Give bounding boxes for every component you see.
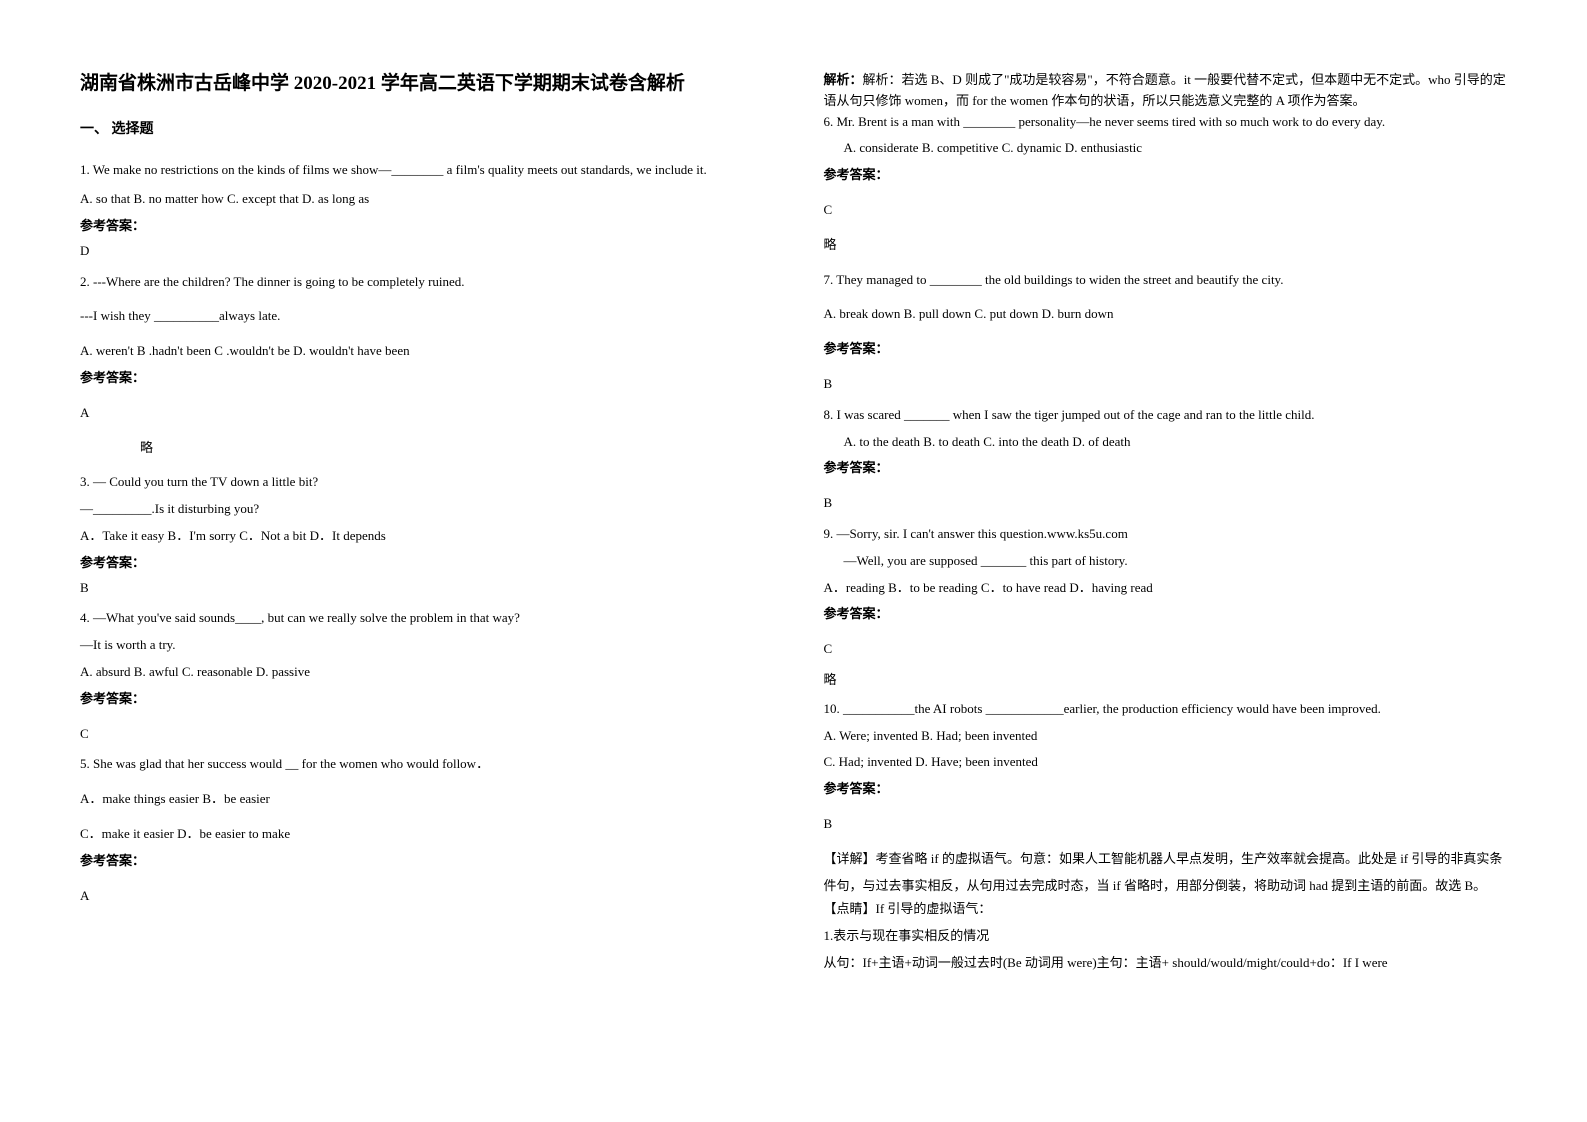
question-options: A. absurd B. awful C. reasonable D. pass… bbox=[80, 662, 764, 683]
detail-text: 【详解】考查省略 if 的虚拟语气。句意：如果人工智能机器人早点发明，生产效率就… bbox=[824, 845, 1508, 900]
question-10: 10. ___________the AI robots ___________… bbox=[824, 699, 1508, 974]
question-text: 1. We make no restrictions on the kinds … bbox=[80, 156, 764, 183]
question-options: A. Were; invented B. Had; been invented bbox=[824, 726, 1508, 747]
answer-label: 参考答案： bbox=[80, 689, 764, 710]
question-options: A. weren't B .hadn't been C .wouldn't be… bbox=[80, 341, 764, 362]
question-options: A. break down B. pull down C. put down D… bbox=[824, 304, 1508, 325]
question-7: 7. They managed to ________ the old buil… bbox=[824, 270, 1508, 395]
detail-text: 从句：If+主语+动词一般过去时(Be 动词用 were)主句：主语+ shou… bbox=[824, 953, 1508, 974]
detail-text: 【点睛】If 引导的虚拟语气： bbox=[824, 899, 1508, 920]
answer-value: B bbox=[80, 578, 764, 599]
answer-value: A bbox=[80, 886, 764, 907]
answer-value: C bbox=[824, 200, 1508, 221]
answer-label: 参考答案： bbox=[80, 553, 764, 574]
question-options: A. so that B. no matter how C. except th… bbox=[80, 189, 764, 210]
answer-value: A bbox=[80, 403, 764, 424]
question-1: 1. We make no restrictions on the kinds … bbox=[80, 156, 764, 262]
question-6: 6. Mr. Brent is a man with ________ pers… bbox=[824, 112, 1508, 256]
answer-note: 略 bbox=[824, 670, 1508, 691]
answer-value: B bbox=[824, 493, 1508, 514]
question-options: A. considerate B. competitive C. dynamic… bbox=[824, 138, 1508, 159]
answer-label: 参考答案： bbox=[824, 165, 1508, 186]
question-text: ---I wish they __________always late. bbox=[80, 306, 764, 327]
answer-note: 略 bbox=[824, 235, 1508, 256]
answer-value: D bbox=[80, 241, 764, 262]
question-options: A．reading B．to be reading C．to have read… bbox=[824, 578, 1508, 599]
question-text: 5. She was glad that her success would _… bbox=[80, 754, 764, 775]
answer-note: 略 bbox=[80, 438, 764, 459]
section-header: 一、 选择题 bbox=[80, 119, 764, 141]
question-text: 8. I was scared _______ when I saw the t… bbox=[824, 405, 1508, 426]
left-column: 湖南省株洲市古岳峰中学 2020-2021 学年高二英语下学期期末试卷含解析 一… bbox=[50, 70, 794, 1092]
question-options: C．make it easier D．be easier to make bbox=[80, 824, 764, 845]
question-options: C. Had; invented D. Have; been invented bbox=[824, 752, 1508, 773]
question-text: 7. They managed to ________ the old buil… bbox=[824, 270, 1508, 291]
answer-label: 参考答案： bbox=[80, 851, 764, 872]
answer-label: 参考答案： bbox=[80, 368, 764, 389]
detail-text: 1.表示与现在事实相反的情况 bbox=[824, 926, 1508, 947]
answer-label: 参考答案： bbox=[824, 458, 1508, 479]
question-text: —Well, you are supposed _______ this par… bbox=[824, 551, 1508, 572]
question-text: 3. — Could you turn the TV down a little… bbox=[80, 472, 764, 493]
document-title: 湖南省株洲市古岳峰中学 2020-2021 学年高二英语下学期期末试卷含解析 bbox=[80, 70, 764, 99]
answer-label: 参考答案： bbox=[80, 216, 764, 237]
right-column: 解析：解析：若选 B、D 则成了"成功是较容易"，不符合题意。it 一般要代替不… bbox=[794, 70, 1538, 1092]
question-8: 8. I was scared _______ when I saw the t… bbox=[824, 405, 1508, 514]
question-text: 9. —Sorry, sir. I can't answer this ques… bbox=[824, 524, 1508, 545]
question-9: 9. —Sorry, sir. I can't answer this ques… bbox=[824, 524, 1508, 691]
question-text: 2. ---Where are the children? The dinner… bbox=[80, 272, 764, 293]
answer-label: 参考答案： bbox=[824, 604, 1508, 625]
question-text: 4. —What you've said sounds____, but can… bbox=[80, 608, 764, 629]
question-options: A. to the death B. to death C. into the … bbox=[824, 432, 1508, 453]
question-text: 6. Mr. Brent is a man with ________ pers… bbox=[824, 112, 1508, 133]
analysis-content: 解析：若选 B、D 则成了"成功是较容易"，不符合题意。it 一般要代替不定式，… bbox=[824, 72, 1506, 108]
answer-value: B bbox=[824, 814, 1508, 835]
question-2: 2. ---Where are the children? The dinner… bbox=[80, 272, 764, 459]
analysis-text: 解析：解析：若选 B、D 则成了"成功是较容易"，不符合题意。it 一般要代替不… bbox=[824, 70, 1508, 112]
answer-value: B bbox=[824, 374, 1508, 395]
question-5: 5. She was glad that her success would _… bbox=[80, 754, 764, 906]
answer-value: C bbox=[824, 639, 1508, 660]
answer-label: 参考答案： bbox=[824, 339, 1508, 360]
question-text: 10. ___________the AI robots ___________… bbox=[824, 699, 1508, 720]
question-4: 4. —What you've said sounds____, but can… bbox=[80, 608, 764, 744]
question-options: A．Take it easy B．I'm sorry C．Not a bit D… bbox=[80, 526, 764, 547]
question-text: —It is worth a try. bbox=[80, 635, 764, 656]
question-text: —_________.Is it disturbing you? bbox=[80, 499, 764, 520]
answer-value: C bbox=[80, 724, 764, 745]
answer-label: 参考答案： bbox=[824, 779, 1508, 800]
question-options: A．make things easier B．be easier bbox=[80, 789, 764, 810]
question-3: 3. — Could you turn the TV down a little… bbox=[80, 472, 764, 598]
